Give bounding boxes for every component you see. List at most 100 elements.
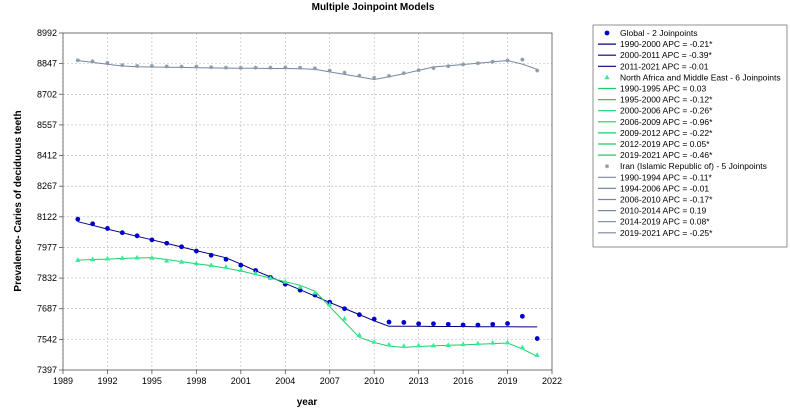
x-tick-label: 2013 xyxy=(409,376,429,386)
chart-title: Multiple Joinpoint Models xyxy=(312,2,435,13)
grid xyxy=(62,32,553,371)
north-africa-middle-east-data-point xyxy=(356,332,362,337)
global-data-point xyxy=(238,262,244,268)
y-axis-title: Prevalence- Caries of deciduous teeth xyxy=(13,110,24,291)
north-africa-middle-east-data-point xyxy=(297,284,303,289)
iran-data-point xyxy=(298,65,303,70)
global-data-point xyxy=(297,287,303,293)
north-africa-middle-east-data-point xyxy=(504,339,511,345)
global-data-point xyxy=(490,321,496,327)
iran-data-point xyxy=(461,62,466,67)
north-africa-middle-east-data-point xyxy=(312,289,318,295)
iran-data-point xyxy=(90,59,95,64)
north-africa-middle-east-fitted-line xyxy=(77,257,538,357)
legend-label: North Africa and Middle East - 6 Joinpoi… xyxy=(620,72,781,82)
iran-data-point xyxy=(446,64,451,69)
global-data-point xyxy=(90,221,96,227)
x-tick-label: 2001 xyxy=(231,376,251,386)
legend-label: 1990-2000 APC = -0.21* xyxy=(620,39,713,49)
y-tick-label: 8847 xyxy=(37,59,57,69)
global-series xyxy=(75,216,540,341)
north-africa-middle-east-data-point xyxy=(90,256,96,262)
global-data-point xyxy=(193,248,199,254)
north-africa-middle-east-data-point xyxy=(475,340,481,346)
y-tick-label: 8412 xyxy=(37,151,57,161)
legend-label: Global - 2 Joinpoints xyxy=(620,28,698,38)
north-africa-middle-east-data-point xyxy=(371,339,377,344)
iran-data-point xyxy=(283,65,288,70)
x-axis-ticks: 1989 1992 1995 1998 2001 2004 2007 2010 2013 2016… xyxy=(53,370,562,386)
iran-data-point xyxy=(401,71,406,76)
legend-label: 2000-2006 APC = -0.26* xyxy=(620,106,713,116)
iran-data-point xyxy=(135,63,140,68)
y-tick-label: 8557 xyxy=(37,120,57,130)
legend-label: 2000-2011 APC = -0.39* xyxy=(620,50,712,60)
iran-data-point xyxy=(194,64,199,69)
global-data-point xyxy=(445,321,451,327)
iran-data-point xyxy=(490,59,495,64)
iran-data-point xyxy=(179,64,184,69)
iran-data-point xyxy=(416,68,421,73)
iran-data-point xyxy=(253,65,258,70)
iran-data-point xyxy=(357,73,362,78)
iran-data-point xyxy=(535,68,540,73)
x-tick-label: 2016 xyxy=(453,376,473,386)
x-tick-label: 1992 xyxy=(97,376,117,386)
legend-marker xyxy=(604,74,610,80)
iran-data-point xyxy=(238,65,243,70)
legend-marker xyxy=(604,30,610,36)
global-data-point xyxy=(475,322,481,328)
y-tick-label: 8122 xyxy=(37,212,57,222)
iran-data-point xyxy=(120,63,125,68)
x-tick-label: 1989 xyxy=(53,376,73,386)
legend-label: Iran (Islamic Republic of) - 5 Joinpoint… xyxy=(620,161,767,171)
x-tick-label: 2007 xyxy=(320,376,340,386)
y-tick-label: 7687 xyxy=(37,304,57,314)
north-africa-middle-east-data-point xyxy=(267,275,274,280)
north-africa-middle-east-data-point xyxy=(534,352,540,357)
global-data-point xyxy=(119,230,125,236)
global-data-point xyxy=(342,306,347,312)
north-africa-middle-east-data-point xyxy=(341,315,348,321)
global-data-point xyxy=(460,322,466,328)
y-tick-label: 8267 xyxy=(37,181,57,191)
north-africa-middle-east-data-point xyxy=(327,301,333,307)
north-africa-middle-east-data-point xyxy=(430,342,437,348)
north-africa-middle-east-data-point xyxy=(519,344,525,350)
y-tick-label: 7397 xyxy=(37,365,57,375)
iran-data-point xyxy=(372,75,377,80)
iran-data-point xyxy=(505,58,510,63)
global-fitted-line xyxy=(77,221,538,328)
legend-label: 2019-2021 APC = -0.25* xyxy=(620,228,713,238)
legend-label: 1990-1995 APC = 0.03 xyxy=(620,84,707,94)
iran-data-point xyxy=(520,57,525,62)
x-tick-label: 2004 xyxy=(275,376,295,386)
legend-label: 2006-2009 APC = -0.96* xyxy=(620,117,713,127)
north-africa-middle-east-data-point xyxy=(386,341,392,347)
north-africa-middle-east-data-point xyxy=(401,343,407,348)
global-data-point xyxy=(534,336,540,341)
global-data-point xyxy=(134,233,140,239)
y-axis-ticks: 8992 8847 8702 8557 8412 8267 8122 7977 7832 7687… xyxy=(37,28,63,375)
global-data-point xyxy=(401,320,407,325)
iran-data-point xyxy=(268,65,273,70)
legend-box xyxy=(592,24,788,248)
iran-fitted-line xyxy=(77,59,538,81)
y-tick-label: 7977 xyxy=(37,242,57,252)
plot-frame xyxy=(62,32,553,371)
north-africa-middle-east-data-point xyxy=(193,260,199,266)
legend-label: 2019-2021 APC = -0.46* xyxy=(620,150,713,160)
x-tick-label: 2019 xyxy=(498,376,518,386)
iran-data-point xyxy=(75,58,80,63)
x-tick-label: 1995 xyxy=(142,376,162,386)
legend-label: 2010-2014 APC = 0.19 xyxy=(620,206,707,216)
legend-label: 2011-2021 APC = -0.01 xyxy=(620,61,709,71)
iran-data-point xyxy=(164,64,169,69)
global-data-point xyxy=(149,237,155,243)
y-tick-label: 8992 xyxy=(37,28,57,38)
north-africa-middle-east-series xyxy=(75,254,540,357)
north-africa-middle-east-data-point xyxy=(460,341,466,347)
north-africa-middle-east-data-point xyxy=(178,259,185,264)
global-data-point xyxy=(519,313,525,319)
